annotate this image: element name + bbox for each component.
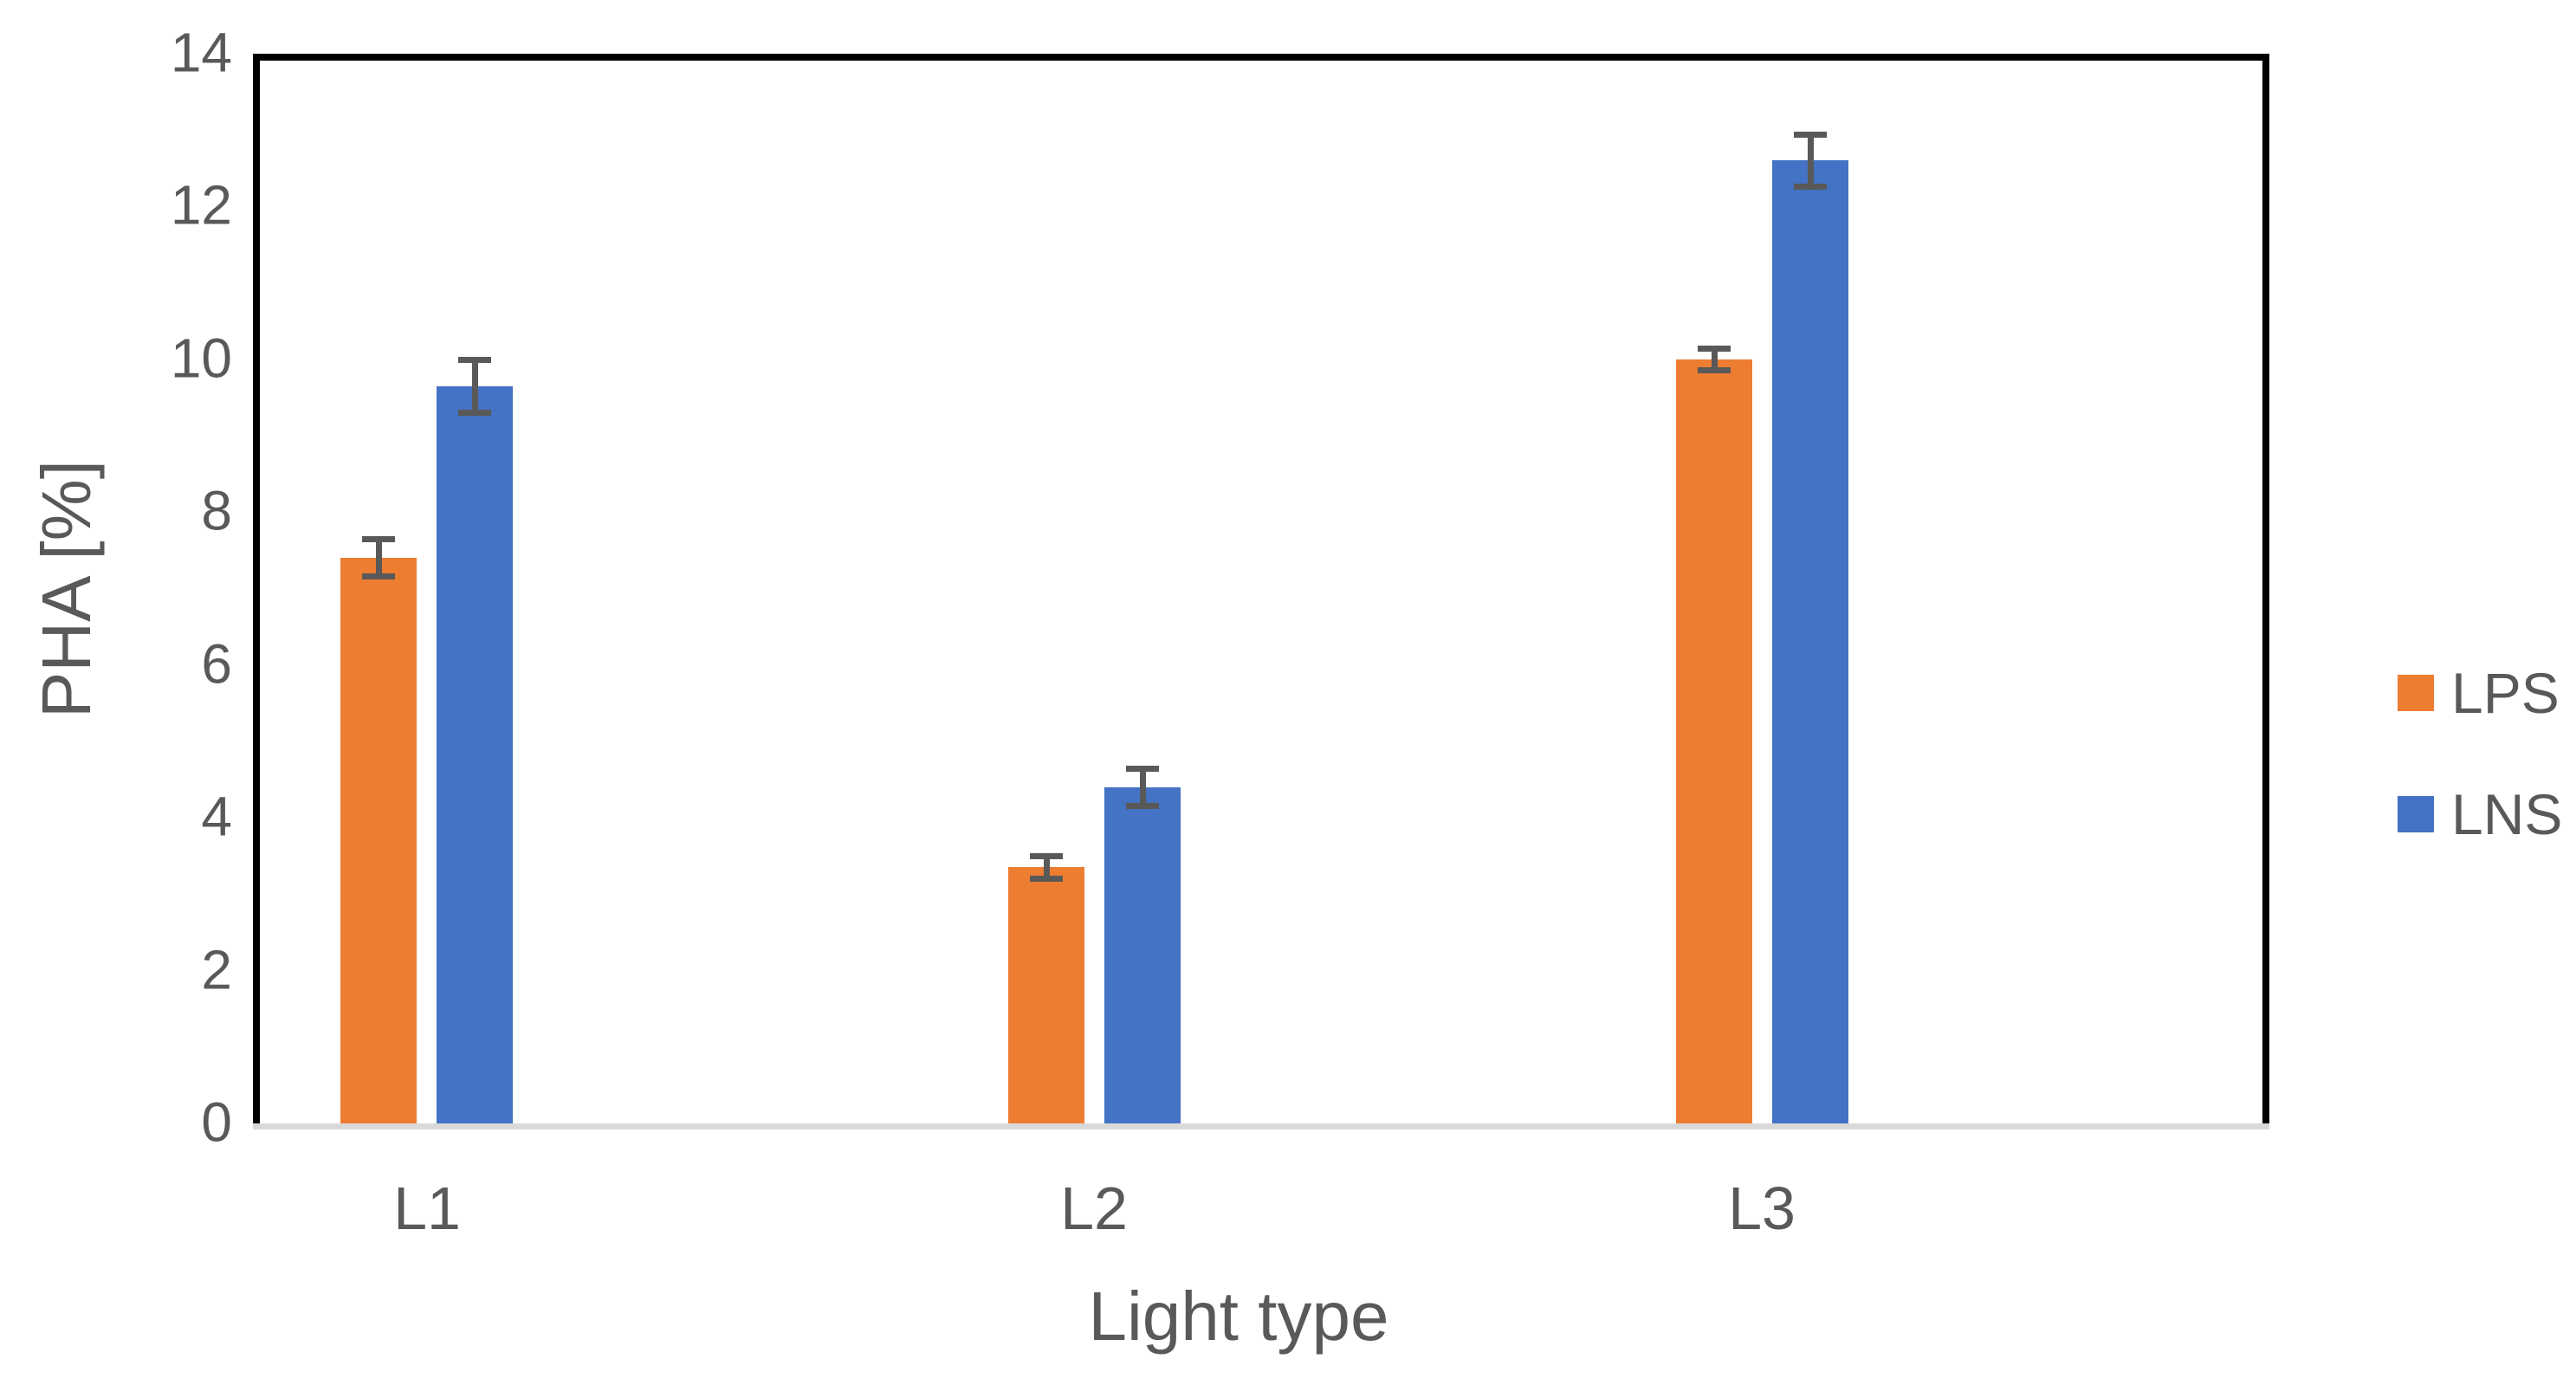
legend-label: LNS [2451,782,2563,846]
error-bar-cap-top-LPS-L1 [362,536,395,542]
y-tick-label-12: 12 [170,173,232,236]
error-bar-cap-top-LNS-L1 [458,357,491,363]
x-category-label-L3: L3 [1728,1175,1796,1242]
bar-LNS-L2 [1104,787,1181,1123]
y-tick-label-0: 0 [201,1091,232,1154]
x-axis-line [253,1123,2269,1129]
error-bar-cap-top-LNS-L2 [1126,766,1159,772]
plot-area [253,54,2269,1129]
legend-item-LPS: LPS [2398,664,2562,722]
legend: LPS LNS [2398,664,2562,917]
error-bar-cap-bottom-LPS-L2 [1030,876,1063,882]
error-bar-line-LPS-L2 [1044,856,1050,879]
error-bar-line-LNS-L1 [472,359,478,413]
y-tick-label-8: 8 [201,479,232,542]
y-tick-label-6: 6 [201,632,232,696]
error-bar-cap-bottom-LPS-L3 [1698,367,1731,373]
bar-LPS-L2 [1008,867,1084,1123]
error-bar-cap-top-LPS-L3 [1698,346,1731,352]
legend-item-LNS: LNS [2398,786,2562,843]
error-bar-line-LNS-L2 [1140,768,1146,806]
bar-LNS-L1 [437,386,513,1123]
legend-label: LPS [2451,661,2560,725]
error-bar-line-LNS-L3 [1808,134,1814,187]
y-tick-label-14: 14 [170,21,232,84]
bar-LPS-L3 [1676,359,1752,1123]
x-axis-title: Light type [1088,1278,1389,1355]
error-bar-cap-top-LNS-L3 [1794,132,1827,138]
x-category-label-L1: L1 [393,1175,461,1242]
error-bar-cap-bottom-LNS-L1 [458,410,491,416]
bar-LPS-L1 [340,558,417,1123]
legend-swatch-LNS [2398,796,2434,832]
bar-LNS-L3 [1772,160,1848,1123]
y-tick-label-2: 2 [201,938,232,1001]
y-tick-label-10: 10 [170,327,232,390]
x-category-label-L2: L2 [1060,1175,1128,1242]
legend-swatch-LPS [2398,675,2434,711]
error-bar-cap-bottom-LNS-L2 [1126,803,1159,809]
y-tick-label-4: 4 [201,785,232,848]
error-bar-line-LPS-L3 [1712,348,1718,371]
error-bar-cap-bottom-LPS-L1 [362,573,395,579]
y-axis-title: PHA [%] [28,460,105,718]
error-bar-cap-bottom-LNS-L3 [1794,184,1827,190]
error-bar-cap-top-LPS-L2 [1030,853,1063,859]
error-bar-line-LPS-L1 [376,539,382,577]
